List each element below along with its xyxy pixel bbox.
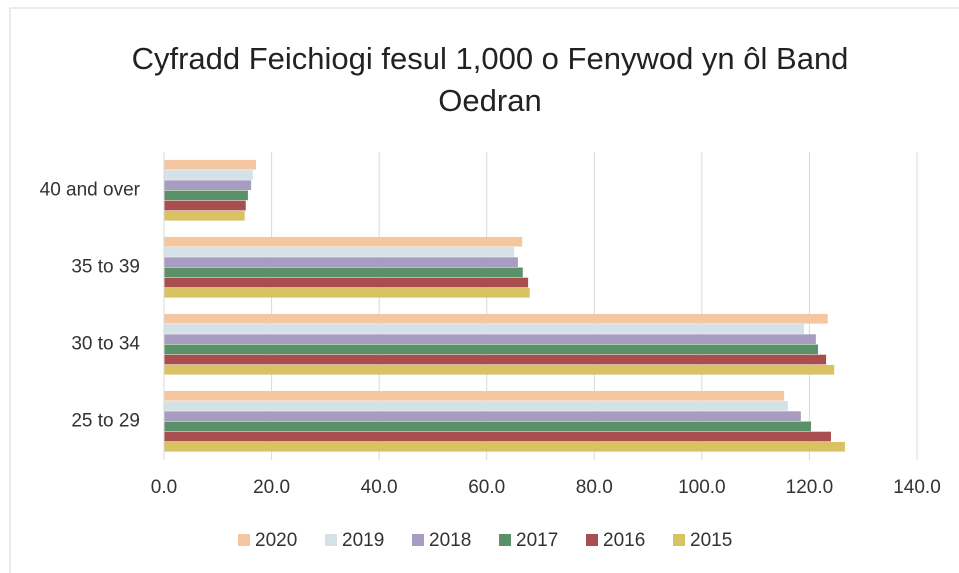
y-tick-label: 30 to 34 [71, 334, 140, 355]
bar [164, 247, 515, 257]
legend-swatch [325, 534, 337, 546]
bar [164, 180, 252, 190]
x-tick-label: 100.0 [678, 477, 726, 498]
bar [164, 334, 816, 344]
legend-swatch [499, 534, 511, 546]
x-tick-label: 120.0 [786, 477, 834, 498]
bar [164, 170, 253, 180]
bar [164, 277, 529, 288]
bar [164, 324, 805, 334]
bar [164, 287, 530, 298]
legend-label: 2016 [603, 530, 645, 551]
bar [164, 344, 819, 355]
x-tick-label: 20.0 [253, 477, 290, 498]
y-tick-label: 40 and over [40, 180, 141, 201]
legend-label: 2020 [255, 530, 297, 551]
x-tick-label: 80.0 [576, 477, 613, 498]
legend-label: 2018 [429, 530, 471, 551]
bar [164, 190, 248, 201]
bar [164, 159, 256, 170]
x-tick-label: 0.0 [151, 477, 177, 498]
legend-label: 2019 [342, 530, 384, 551]
bar [164, 200, 246, 211]
bar [164, 390, 785, 401]
legend-swatch [586, 534, 598, 546]
bar [164, 354, 827, 365]
x-tick-label: 60.0 [468, 477, 505, 498]
bar [164, 313, 828, 324]
bar [164, 411, 801, 421]
chart-title: Cyfradd Feichiogi fesul 1,000 o Fenywod … [131, 41, 849, 118]
legend-swatch [673, 534, 685, 546]
bar [164, 401, 788, 411]
bar [164, 364, 835, 375]
legend-swatch [238, 534, 250, 546]
chart-border [9, 7, 959, 573]
bar [164, 210, 245, 221]
legend-label: 2017 [516, 530, 558, 551]
bar [164, 441, 845, 452]
x-tick-label: 140.0 [893, 477, 941, 498]
y-tick-label: 35 to 39 [71, 257, 140, 278]
x-tick-label: 40.0 [361, 477, 398, 498]
legend-label: 2015 [690, 530, 732, 551]
legend-swatch [412, 534, 424, 546]
bar [164, 257, 518, 267]
bar [164, 431, 831, 442]
bar [164, 421, 812, 432]
bar [164, 267, 523, 278]
y-tick-label: 25 to 29 [71, 411, 140, 432]
bar [164, 236, 523, 247]
